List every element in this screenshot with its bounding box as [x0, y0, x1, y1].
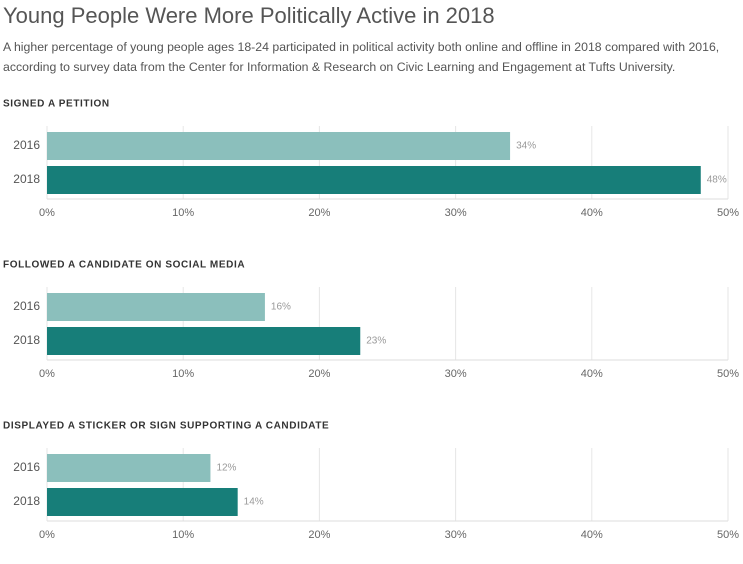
value-label: 12% [216, 463, 236, 474]
x-tick-label: 50% [717, 207, 739, 219]
bar [47, 166, 701, 194]
x-tick-label: 10% [172, 207, 194, 219]
x-tick-label: 20% [308, 207, 330, 219]
x-tick-label: 10% [172, 529, 194, 541]
x-tick-label: 0% [39, 529, 55, 541]
x-tick-label: 10% [172, 368, 194, 380]
x-tick-label: 50% [717, 368, 739, 380]
x-tick-label: 0% [39, 207, 55, 219]
y-tick-label: 2016 [13, 299, 40, 313]
value-label: 23% [366, 336, 386, 347]
x-tick-label: 30% [445, 207, 467, 219]
x-tick-label: 30% [445, 529, 467, 541]
y-tick-label: 2016 [13, 460, 40, 474]
bar [47, 132, 511, 160]
chart-title: FOLLOWED A CANDIDATE ON SOCIAL MEDIA [3, 260, 245, 271]
y-tick-label: 2018 [13, 172, 40, 186]
page-title: Young People Were More Politically Activ… [3, 3, 495, 28]
chart-title: DISPLAYED A STICKER OR SIGN SUPPORTING A… [3, 421, 329, 432]
y-tick-label: 2016 [13, 138, 40, 152]
value-label: 34% [516, 141, 536, 152]
bar [47, 488, 238, 516]
value-label: 48% [707, 175, 727, 186]
chart-title: SIGNED A PETITION [3, 99, 110, 110]
bar [47, 327, 361, 355]
x-tick-label: 40% [581, 529, 603, 541]
y-tick-label: 2018 [13, 494, 40, 508]
page-subtitle: A higher percentage of young people ages… [3, 40, 720, 74]
bar [47, 293, 265, 321]
value-label: 16% [271, 302, 291, 313]
x-tick-label: 40% [581, 368, 603, 380]
x-tick-label: 30% [445, 368, 467, 380]
x-tick-label: 50% [717, 529, 739, 541]
x-tick-label: 0% [39, 368, 55, 380]
x-tick-label: 20% [308, 529, 330, 541]
y-tick-label: 2018 [13, 333, 40, 347]
x-tick-label: 40% [581, 207, 603, 219]
bar [47, 454, 211, 482]
x-tick-label: 20% [308, 368, 330, 380]
value-label: 14% [244, 497, 264, 508]
